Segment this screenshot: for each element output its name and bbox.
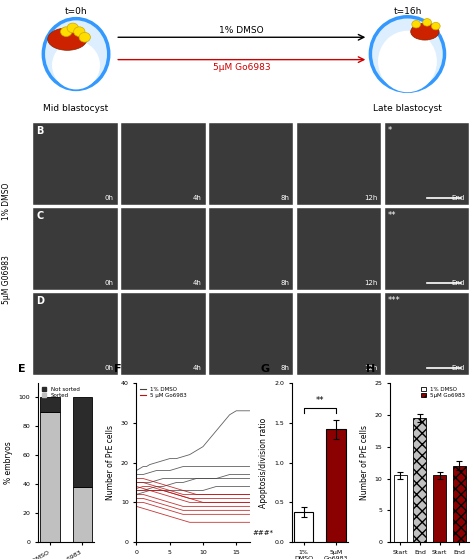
- Text: ###*: ###*: [253, 530, 274, 536]
- Text: Mid blastocyst: Mid blastocyst: [44, 105, 109, 113]
- Ellipse shape: [378, 31, 437, 92]
- Bar: [73, 487, 92, 542]
- Text: **: **: [388, 211, 397, 220]
- Circle shape: [412, 21, 420, 28]
- Text: 8h: 8h: [280, 196, 289, 201]
- Text: End: End: [452, 196, 465, 201]
- Text: 0h: 0h: [104, 196, 113, 201]
- Text: *: *: [388, 126, 392, 135]
- Text: 12h: 12h: [364, 365, 377, 371]
- Text: 0h: 0h: [104, 365, 113, 371]
- Bar: [453, 466, 465, 542]
- Text: 4h: 4h: [192, 365, 201, 371]
- Text: H: H: [366, 364, 375, 374]
- Text: 5μM G06983: 5μM G06983: [2, 255, 11, 304]
- Ellipse shape: [370, 17, 445, 91]
- Text: F: F: [114, 364, 121, 374]
- Text: 12h: 12h: [364, 280, 377, 286]
- Y-axis label: Apoptosis/division ratio: Apoptosis/division ratio: [259, 418, 268, 508]
- Text: t=0h: t=0h: [65, 7, 87, 16]
- Text: t=16h: t=16h: [393, 7, 422, 16]
- Bar: [40, 397, 60, 412]
- Text: 4h: 4h: [192, 196, 201, 201]
- Bar: [394, 475, 407, 542]
- Y-axis label: % embryos: % embryos: [4, 441, 13, 484]
- Text: 0h: 0h: [104, 280, 113, 286]
- Text: D: D: [36, 296, 45, 306]
- Legend: 1% DMSO, 5μM Go6983: 1% DMSO, 5μM Go6983: [420, 386, 466, 399]
- Text: ***: ***: [388, 296, 401, 305]
- Text: 12h: 12h: [364, 196, 377, 201]
- Ellipse shape: [52, 41, 100, 89]
- Text: **: **: [316, 396, 324, 405]
- Bar: [40, 412, 60, 542]
- Bar: [413, 418, 426, 542]
- Circle shape: [61, 27, 72, 36]
- Circle shape: [423, 18, 431, 26]
- Text: End: End: [452, 280, 465, 286]
- Text: End: End: [452, 365, 465, 371]
- Bar: [73, 397, 92, 487]
- Bar: [433, 475, 446, 542]
- Text: 1% DMSO: 1% DMSO: [219, 26, 264, 35]
- Text: 8h: 8h: [280, 280, 289, 286]
- Legend: 1% DMSO, 5 μM Go6983: 1% DMSO, 5 μM Go6983: [139, 386, 188, 399]
- Y-axis label: Number of PrE cells: Number of PrE cells: [360, 425, 369, 500]
- Bar: [326, 429, 346, 542]
- Text: 5μM Go6983: 5μM Go6983: [213, 63, 271, 72]
- Circle shape: [79, 32, 91, 42]
- Circle shape: [431, 22, 440, 30]
- Ellipse shape: [48, 28, 87, 50]
- Text: B: B: [36, 126, 44, 136]
- Ellipse shape: [410, 23, 439, 40]
- Text: Late blastocyst: Late blastocyst: [373, 105, 442, 113]
- Text: 1% DMSO: 1% DMSO: [2, 183, 11, 220]
- Text: C: C: [36, 211, 44, 221]
- Text: G: G: [260, 364, 270, 374]
- Text: 4h: 4h: [192, 280, 201, 286]
- Circle shape: [73, 27, 85, 36]
- Circle shape: [67, 23, 78, 33]
- Bar: [294, 512, 313, 542]
- Text: 8h: 8h: [280, 365, 289, 371]
- Text: E: E: [18, 364, 26, 374]
- Ellipse shape: [43, 18, 109, 89]
- Legend: Not sorted, Sorted: Not sorted, Sorted: [41, 386, 81, 399]
- Y-axis label: Number of PrE cells: Number of PrE cells: [106, 425, 115, 500]
